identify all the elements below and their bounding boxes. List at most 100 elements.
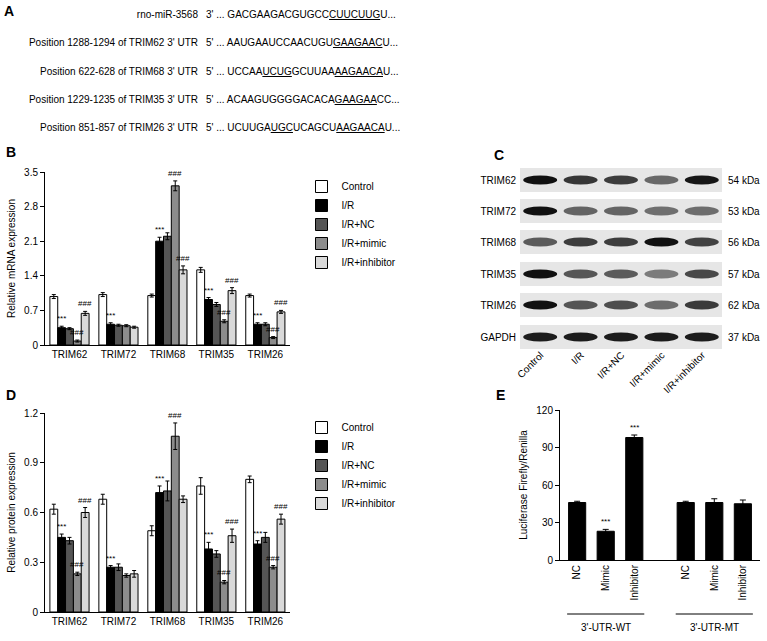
- svg-text:Position 851-857 of TRIM26 3': Position 851-857 of TRIM26 3' UTR: [40, 122, 198, 133]
- svg-text:###: ###: [217, 308, 231, 317]
- svg-text:Mimic: Mimic: [600, 565, 611, 591]
- svg-text:I/R: I/R: [569, 350, 586, 367]
- svg-text:I/R+mimic: I/R+mimic: [342, 479, 387, 490]
- svg-text:###: ###: [168, 411, 182, 420]
- svg-text:1.2: 1.2: [24, 408, 38, 419]
- svg-text:***: ***: [106, 311, 115, 320]
- svg-text:0: 0: [547, 555, 553, 566]
- svg-text:***: ***: [57, 314, 66, 323]
- svg-text:***: ***: [253, 311, 262, 320]
- svg-text:30: 30: [542, 517, 554, 528]
- svg-text:***: ***: [155, 225, 164, 234]
- svg-text:Inhibitor: Inhibitor: [629, 564, 640, 600]
- svg-text:B: B: [6, 144, 16, 160]
- svg-text:###: ###: [217, 568, 231, 577]
- svg-text:D: D: [6, 387, 16, 403]
- svg-text:GAPDH: GAPDH: [480, 332, 516, 343]
- svg-text:TRIM68: TRIM68: [480, 237, 516, 248]
- svg-text:3.5: 3.5: [24, 167, 38, 178]
- svg-text:A: A: [4, 3, 14, 19]
- svg-text:Position 1229-1235 of TRIM35 3: Position 1229-1235 of TRIM35 3' UTR: [29, 94, 198, 105]
- svg-text:56 kDa: 56 kDa: [728, 237, 760, 248]
- svg-text:NC: NC: [571, 565, 582, 579]
- svg-text:TRIM35: TRIM35: [199, 616, 235, 627]
- svg-text:Position 1288-1294 of TRIM62 3: Position 1288-1294 of TRIM62 3' UTR: [29, 37, 198, 48]
- svg-text:Control: Control: [342, 181, 374, 192]
- svg-text:***: ***: [630, 423, 639, 432]
- svg-text:TRIM68: TRIM68: [150, 349, 186, 360]
- svg-text:TRIM62: TRIM62: [52, 349, 88, 360]
- svg-text:Control: Control: [342, 422, 374, 433]
- svg-text:54 kDa: 54 kDa: [728, 175, 760, 186]
- svg-text:Inhibitor: Inhibitor: [737, 564, 748, 600]
- svg-text:rno-miR-3568: rno-miR-3568: [137, 9, 199, 20]
- svg-text:I/R+inhibitor: I/R+inhibitor: [662, 349, 708, 395]
- svg-text:Position 622-628 of TRIM68 3': Position 622-628 of TRIM68 3' UTR: [40, 66, 198, 77]
- svg-text:0.9: 0.9: [24, 457, 38, 468]
- svg-text:TRIM72: TRIM72: [480, 206, 516, 217]
- svg-text:I/R+NC: I/R+NC: [342, 219, 375, 230]
- svg-text:###: ###: [274, 298, 288, 307]
- svg-text:Relative protein expression: Relative protein expression: [6, 452, 17, 573]
- svg-text:###: ###: [78, 299, 92, 308]
- svg-text:57 kDa: 57 kDa: [728, 269, 760, 280]
- svg-text:###: ###: [225, 276, 239, 285]
- svg-text:***: ***: [601, 517, 610, 526]
- svg-text:TRIM26: TRIM26: [480, 300, 516, 311]
- svg-text:TRIM35: TRIM35: [480, 269, 516, 280]
- svg-text:***: ***: [57, 522, 66, 531]
- svg-text:0: 0: [32, 607, 38, 618]
- svg-text:60: 60: [542, 480, 554, 491]
- svg-text:120: 120: [536, 405, 553, 416]
- svg-text:1.4: 1.4: [24, 270, 38, 281]
- svg-text:***: ***: [204, 286, 213, 295]
- svg-text:0.3: 0.3: [24, 557, 38, 568]
- svg-text:C: C: [494, 147, 504, 163]
- svg-text:E: E: [496, 387, 505, 403]
- svg-text:TRIM62: TRIM62: [52, 616, 88, 627]
- svg-text:0.6: 0.6: [24, 507, 38, 518]
- svg-text:90: 90: [542, 442, 554, 453]
- svg-text:###: ###: [266, 325, 280, 334]
- svg-text:5' ... AAUGAAUCCAACUGUGAAGAACU: 5' ... AAUGAAUCCAACUGUGAAGAACU...: [206, 37, 398, 48]
- svg-text:I/R: I/R: [342, 441, 355, 452]
- svg-text:###: ###: [176, 254, 190, 263]
- svg-text:62 kDa: 62 kDa: [728, 300, 760, 311]
- svg-text:TRIM72: TRIM72: [101, 349, 137, 360]
- svg-text:2.1: 2.1: [24, 236, 38, 247]
- svg-text:TRIM62: TRIM62: [480, 175, 516, 186]
- svg-text:***: ***: [106, 554, 115, 563]
- svg-text:3'-UTR-MT: 3'-UTR-MT: [690, 622, 739, 633]
- svg-text:###: ###: [70, 328, 84, 337]
- svg-text:I/R+inhibitor: I/R+inhibitor: [342, 498, 396, 509]
- svg-text:###: ###: [225, 517, 239, 526]
- svg-text:3' ... GACGAAGACGUGCCCUUCUUGU.: 3' ... GACGAAGACGUGCCCUUCUUGU...: [206, 9, 396, 20]
- svg-text:TRIM26: TRIM26: [248, 616, 284, 627]
- svg-text:I/R+mimic: I/R+mimic: [627, 350, 666, 389]
- svg-text:5' ... ACAAGUGGGGACACAGAAGAACC: 5' ... ACAAGUGGGGACACAGAAGAACC...: [206, 94, 400, 105]
- svg-text:###: ###: [266, 554, 280, 563]
- svg-text:37 kDa: 37 kDa: [728, 332, 760, 343]
- svg-text:0: 0: [32, 340, 38, 351]
- svg-text:3'-UTR-WT: 3'-UTR-WT: [581, 622, 631, 633]
- svg-text:###: ###: [70, 560, 84, 569]
- svg-text:5' ... UCUUGAUGCUCAGCUAAGAACAU: 5' ... UCUUGAUGCUCAGCUAAGAACAU...: [206, 122, 400, 133]
- svg-text:Mimic: Mimic: [709, 565, 720, 591]
- svg-text:TRIM35: TRIM35: [199, 349, 235, 360]
- svg-text:I/R+mimic: I/R+mimic: [342, 238, 387, 249]
- svg-text:0.7: 0.7: [24, 305, 38, 316]
- svg-text:TRIM68: TRIM68: [150, 616, 186, 627]
- svg-text:53 kDa: 53 kDa: [728, 206, 760, 217]
- svg-text:###: ###: [274, 502, 288, 511]
- svg-text:2.8: 2.8: [24, 201, 38, 212]
- svg-text:I/R+inhibitor: I/R+inhibitor: [342, 257, 396, 268]
- svg-text:TRIM72: TRIM72: [101, 616, 137, 627]
- svg-text:***: ***: [204, 530, 213, 539]
- svg-text:I/R+NC: I/R+NC: [342, 460, 375, 471]
- svg-text:5' ... UCCAAUCUGGCUUAAAAGAACAU: 5' ... UCCAAUCUGGCUUAAAAGAACAU...: [206, 66, 399, 77]
- svg-text:TRIM26: TRIM26: [248, 349, 284, 360]
- svg-text:I/R: I/R: [342, 200, 355, 211]
- svg-text:Control: Control: [515, 350, 546, 381]
- svg-text:###: ###: [78, 496, 92, 505]
- svg-text:Relative mRNA expression: Relative mRNA expression: [6, 199, 17, 318]
